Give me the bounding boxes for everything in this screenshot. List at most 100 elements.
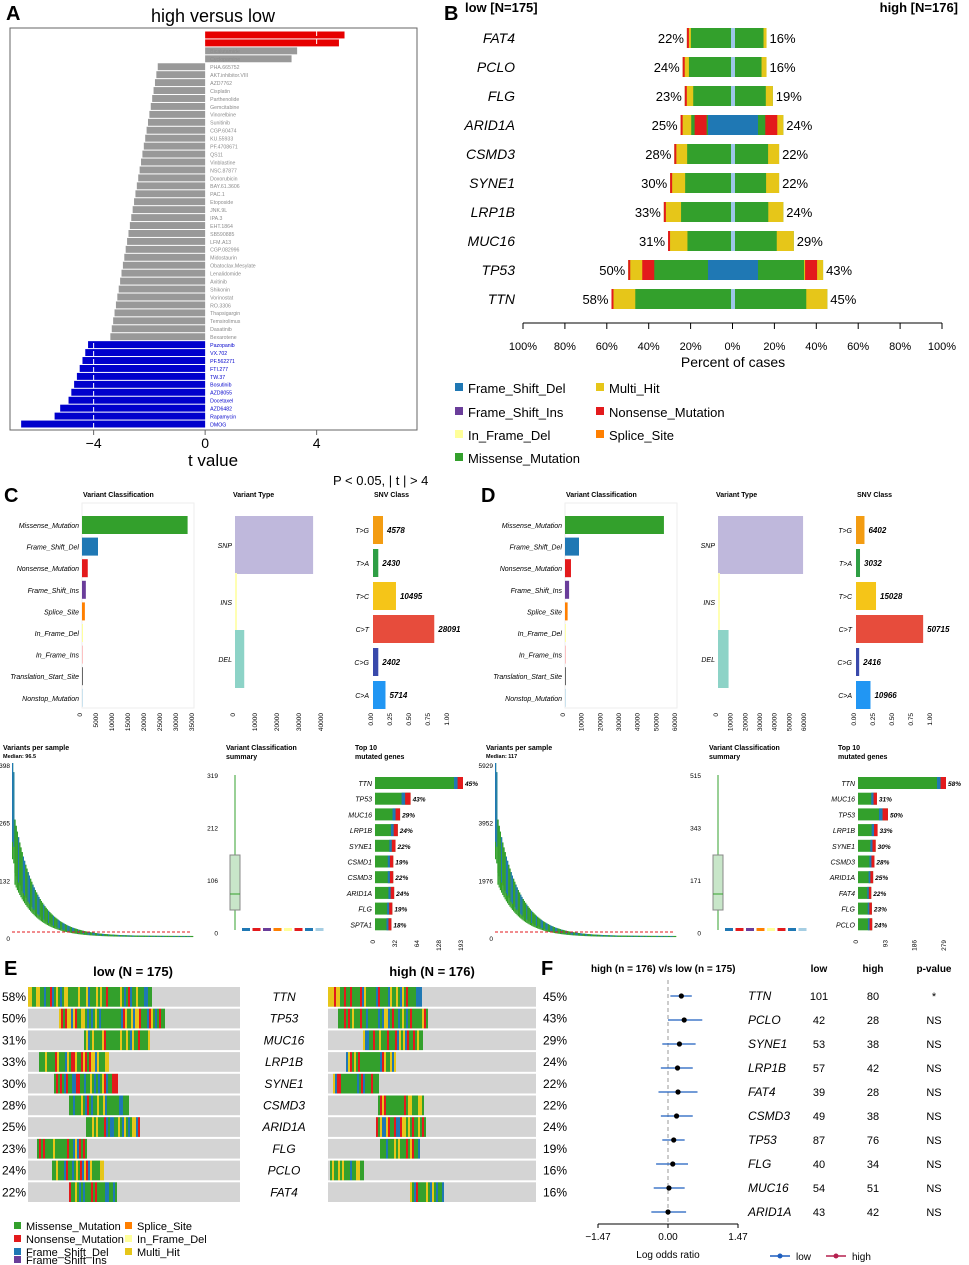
vcs-box xyxy=(229,854,241,911)
vps-bar-top xyxy=(545,922,547,930)
vt-bar xyxy=(718,630,729,688)
high-pct: 16% xyxy=(770,60,796,75)
vps-bar-top xyxy=(56,918,58,928)
vps-bar-top xyxy=(184,935,186,937)
vps-bar-top xyxy=(575,932,577,936)
center-stripe xyxy=(731,202,735,222)
drug-label: BAY.61.3606 xyxy=(210,184,240,190)
vps-bar-top xyxy=(598,934,600,937)
low-pct: 22% xyxy=(2,1185,26,1199)
vps-bar-top xyxy=(111,934,113,937)
vps-bar-top xyxy=(104,934,106,936)
high-mut-cell xyxy=(369,1030,371,1051)
high-mut-cell xyxy=(416,1182,418,1202)
high-mut-cell xyxy=(426,1182,428,1202)
drug-label: Vinblastine xyxy=(210,160,235,166)
vc-tick: 30000 xyxy=(616,713,623,731)
low-mut-cell xyxy=(139,1008,141,1029)
drug-bar xyxy=(205,31,345,39)
low-mut-cell xyxy=(121,1095,123,1116)
vc-title: Variant Classification xyxy=(566,492,637,499)
drug-bar xyxy=(74,380,206,388)
high-mut-cell xyxy=(392,1138,394,1159)
gene-label: TP53 xyxy=(748,1133,777,1147)
vps-title: Variants per sample xyxy=(3,745,69,752)
low-mut-cell xyxy=(138,1030,140,1051)
low-mut-cell xyxy=(39,1138,41,1159)
vps-bar-top xyxy=(576,932,578,936)
low-mut-cell xyxy=(147,1008,149,1029)
high-mut-cell xyxy=(380,1095,382,1116)
low-mut-cell xyxy=(74,1073,76,1094)
high-multihit xyxy=(766,173,780,193)
low-mut-cell xyxy=(76,1160,78,1181)
snv-tick: 0.25 xyxy=(870,713,877,726)
drug-bar xyxy=(205,47,298,55)
high-mut-cell xyxy=(368,987,370,1007)
vps-bar-top xyxy=(599,934,601,937)
high-mut-cell xyxy=(341,1073,343,1094)
low-mut-cell xyxy=(41,1052,43,1072)
high-mut-cell xyxy=(379,1030,381,1051)
high-mut-cell xyxy=(354,1008,356,1029)
high-mut-cell xyxy=(392,1008,394,1029)
low-mut-cell xyxy=(157,1008,159,1029)
high-mut-cell xyxy=(328,987,330,1007)
low-mut-cell xyxy=(116,1030,118,1051)
snv-value: 3032 xyxy=(864,559,882,568)
vps-tick: 3952 xyxy=(479,821,494,828)
vc-tick: 50000 xyxy=(653,713,660,731)
low-mut-cell xyxy=(47,1138,49,1159)
high-mut-cell xyxy=(418,1182,420,1202)
panel-a-plot-frame xyxy=(9,27,418,431)
low-count: 43 xyxy=(813,1207,825,1219)
low-mut-cell xyxy=(106,987,108,1007)
top-gene-nonsense xyxy=(389,871,394,884)
high-mut-cell xyxy=(412,1095,414,1116)
low-count: 49 xyxy=(813,1111,825,1123)
top-gene-label: LRP1B xyxy=(833,828,856,835)
drug-label: AZD8055 xyxy=(210,391,232,397)
high-mut-cell xyxy=(354,987,356,1007)
vps-bar-top xyxy=(64,924,66,931)
center-stripe xyxy=(731,289,735,309)
low-pct: 58% xyxy=(2,990,26,1004)
low-mut-cell xyxy=(100,987,102,1007)
vps-bar-top xyxy=(164,935,166,937)
snv-bar xyxy=(373,648,379,676)
vps-bar-top xyxy=(116,934,118,937)
top-gene-nonsense xyxy=(395,808,401,821)
gene-label: MUC16 xyxy=(748,1181,789,1195)
vps-bar-top xyxy=(511,875,513,904)
vt-tick: 60000 xyxy=(801,713,808,731)
top-gene-nonsense xyxy=(869,902,872,915)
top-gene-label: TP53 xyxy=(355,797,372,804)
drug-label: NSC.87877 xyxy=(210,168,237,174)
vc-tick: 10000 xyxy=(579,713,586,731)
high-mut-cell xyxy=(392,1052,394,1072)
vps-bar-top xyxy=(591,934,593,936)
low-mut-cell xyxy=(58,1073,60,1094)
low-mut-cell xyxy=(93,1095,95,1116)
vps-bar-top xyxy=(588,934,590,936)
low-mut-cell xyxy=(87,1095,89,1116)
high-mut-cell xyxy=(364,1008,366,1029)
high-mut-cell xyxy=(377,1073,379,1094)
vps-bar-top xyxy=(38,896,40,916)
vps-bar-top xyxy=(655,935,657,937)
low-mut-cell xyxy=(83,1095,85,1116)
high-mut-cell xyxy=(400,1138,402,1159)
vps-bar-top xyxy=(148,935,150,937)
top-tick: 128 xyxy=(436,940,443,951)
low-mut-cell xyxy=(116,1073,118,1094)
vps-bar-top xyxy=(537,916,539,927)
vt-tick: 30000 xyxy=(757,713,764,731)
drug-label: AZD6482 xyxy=(210,407,232,413)
vps-bar-top xyxy=(600,934,602,937)
low-mut-cell xyxy=(106,1117,108,1137)
low-mut-cell xyxy=(134,987,136,1007)
low-mut-cell xyxy=(87,1182,89,1202)
high-mut-cell xyxy=(345,1073,347,1094)
low-pct: 50% xyxy=(2,1012,26,1026)
low-edge xyxy=(628,260,631,280)
